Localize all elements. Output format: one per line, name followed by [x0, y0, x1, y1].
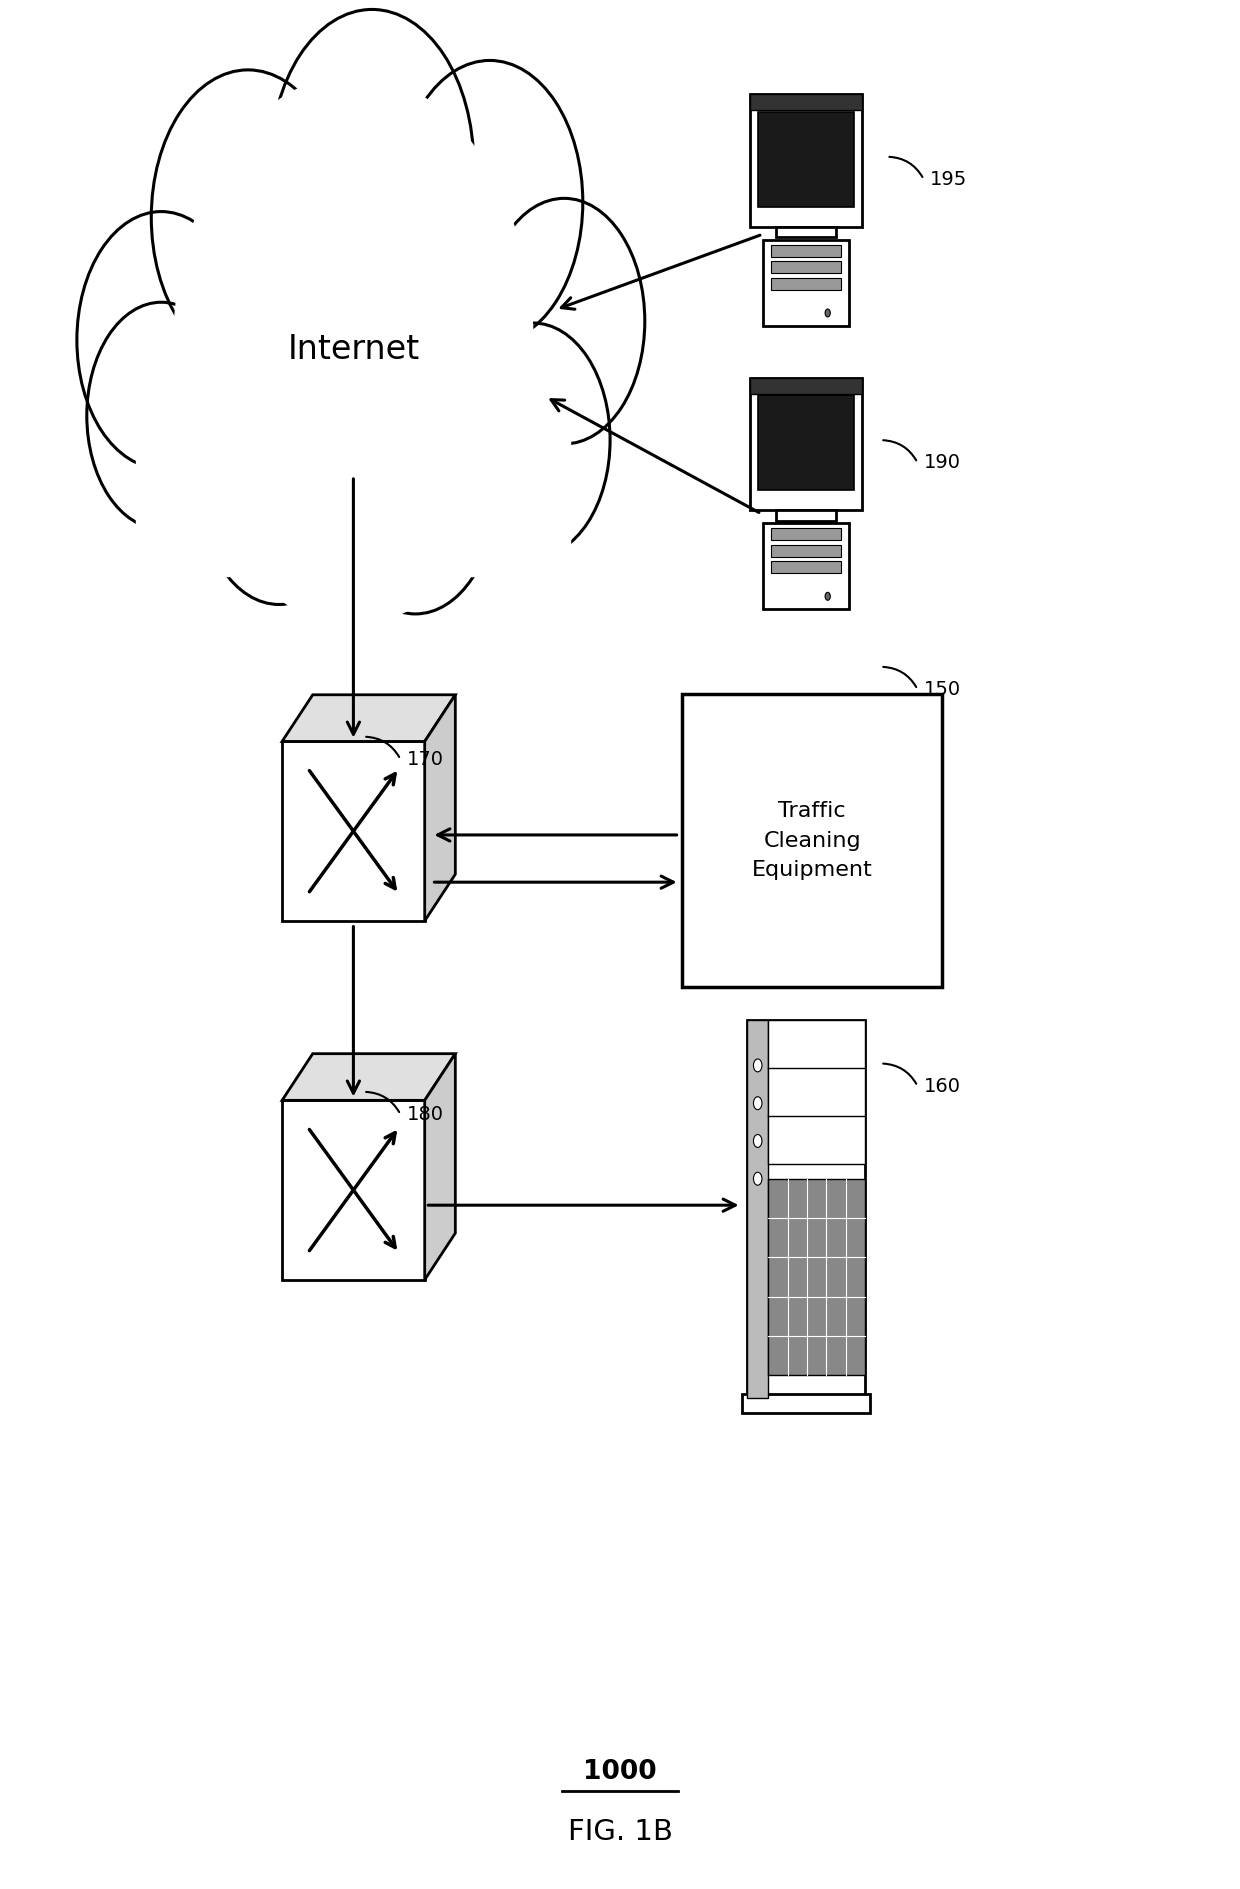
Text: 160: 160: [924, 1077, 961, 1096]
Bar: [763, 523, 849, 608]
Text: 1000: 1000: [583, 1759, 657, 1785]
Bar: [749, 94, 863, 227]
Bar: [776, 227, 837, 238]
Text: FIG. 1B: FIG. 1B: [568, 1819, 672, 1846]
Circle shape: [754, 1060, 761, 1071]
Text: 170: 170: [407, 750, 444, 769]
Text: Internet: Internet: [288, 332, 419, 366]
Polygon shape: [281, 1099, 424, 1281]
Bar: [746, 1020, 866, 1398]
Text: 180: 180: [407, 1105, 444, 1124]
Bar: [136, 387, 570, 576]
Polygon shape: [424, 1054, 455, 1281]
Circle shape: [484, 198, 645, 444]
Circle shape: [825, 593, 831, 601]
Bar: [769, 1020, 866, 1164]
Bar: [759, 395, 854, 489]
Bar: [776, 510, 837, 521]
Bar: [746, 1020, 769, 1398]
Bar: [763, 240, 849, 325]
Bar: [743, 1394, 869, 1413]
Text: 190: 190: [924, 453, 961, 472]
Circle shape: [198, 359, 360, 604]
Polygon shape: [281, 1054, 455, 1099]
Circle shape: [87, 302, 236, 529]
Bar: [769, 1179, 866, 1375]
Bar: [749, 378, 863, 393]
Bar: [682, 693, 942, 986]
Circle shape: [825, 310, 831, 317]
Text: Traffic
Cleaning
Equipment: Traffic Cleaning Equipment: [751, 801, 873, 880]
Circle shape: [754, 1098, 761, 1109]
Bar: [771, 278, 841, 289]
Text: 195: 195: [930, 170, 967, 189]
Circle shape: [456, 323, 610, 557]
Circle shape: [397, 60, 583, 344]
Circle shape: [151, 70, 345, 365]
Bar: [771, 527, 841, 540]
Bar: [771, 244, 841, 257]
Bar: [749, 94, 863, 110]
Circle shape: [754, 1173, 761, 1184]
Circle shape: [335, 368, 496, 614]
Text: 150: 150: [924, 680, 961, 699]
Bar: [771, 561, 841, 572]
Circle shape: [77, 212, 246, 468]
Bar: [759, 111, 854, 208]
Bar: [771, 544, 841, 557]
Polygon shape: [281, 695, 455, 740]
Circle shape: [270, 9, 474, 319]
Bar: [749, 378, 863, 510]
Polygon shape: [424, 695, 455, 920]
Polygon shape: [281, 740, 424, 920]
Circle shape: [754, 1135, 761, 1147]
Bar: [771, 261, 841, 274]
Circle shape: [174, 76, 533, 623]
